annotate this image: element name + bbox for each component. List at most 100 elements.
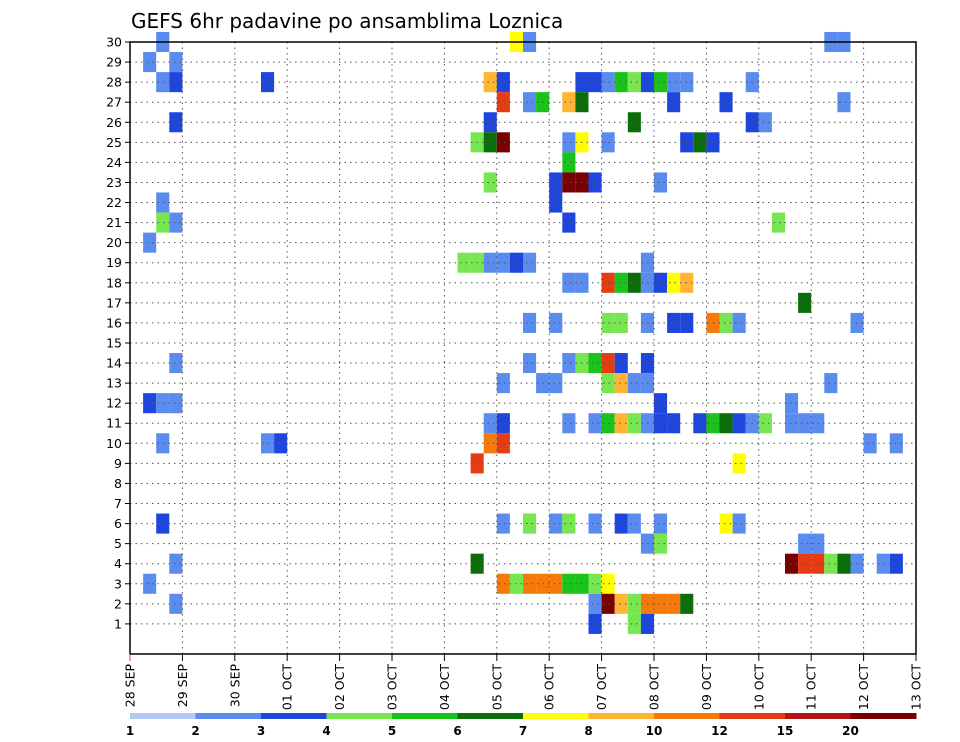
heatmap-cell xyxy=(483,433,497,454)
heatmap-cell xyxy=(549,172,563,193)
heatmap-cell xyxy=(549,192,563,213)
colorbar-label: 20 xyxy=(842,724,859,738)
heatmap-cell xyxy=(667,312,681,333)
heatmap-cell xyxy=(614,312,628,333)
heatmap-cell xyxy=(562,272,576,293)
heatmap-cell xyxy=(771,212,785,233)
heatmap-cell xyxy=(601,132,615,153)
heatmap-cell xyxy=(588,593,602,614)
heatmap-cell xyxy=(156,72,170,93)
heatmap-cell xyxy=(627,72,641,93)
colorbar-swatch xyxy=(130,713,196,719)
heatmap-cell xyxy=(143,393,157,414)
plot-frame xyxy=(129,41,917,655)
y-tick-label: 19 xyxy=(106,255,122,270)
y-tick-label: 3 xyxy=(114,576,122,591)
heatmap-cell xyxy=(732,413,746,434)
heatmap-cell xyxy=(758,413,772,434)
x-tick-label: 07 OCT xyxy=(594,664,609,710)
colorbar-label: 10 xyxy=(646,724,663,738)
x-tick-label: 10 OCT xyxy=(751,664,766,710)
heatmap-cell xyxy=(758,112,772,133)
heatmap-cell xyxy=(169,353,183,374)
y-tick-label: 10 xyxy=(106,436,122,451)
heatmap-cell xyxy=(496,252,510,273)
y-tick-label: 2 xyxy=(114,596,122,611)
colorbar-swatch xyxy=(523,713,589,719)
heatmap-cell xyxy=(654,413,668,434)
heatmap-cell xyxy=(523,573,537,594)
heatmap-cell xyxy=(719,312,733,333)
heatmap-cell xyxy=(601,72,615,93)
colorbar-label: 15 xyxy=(777,724,794,738)
heatmap-cell xyxy=(588,172,602,193)
x-tick-label: 04 OCT xyxy=(437,664,452,710)
x-tick-label: 05 OCT xyxy=(489,664,504,710)
heatmap-cell xyxy=(169,72,183,93)
heatmap-cell xyxy=(824,553,838,574)
y-tick-label: 6 xyxy=(114,516,122,531)
heatmap-cell xyxy=(496,433,510,454)
heatmap-cell xyxy=(483,413,497,434)
heatmap-cell xyxy=(627,112,641,133)
heatmap-cell xyxy=(667,72,681,93)
colorbar-swatch xyxy=(850,713,917,719)
heatmap-cell xyxy=(627,613,641,634)
heatmap-cell xyxy=(798,553,812,574)
heatmap-cell xyxy=(667,92,681,113)
heatmap-cell xyxy=(156,513,170,534)
heatmap-cell xyxy=(562,413,576,434)
heatmap-cell xyxy=(627,593,641,614)
heatmap-cell xyxy=(824,373,838,394)
colorbar-label: 12 xyxy=(711,724,728,738)
colorbar-swatch xyxy=(326,713,393,719)
heatmap-cell xyxy=(588,72,602,93)
colorbar-swatch xyxy=(719,713,786,719)
colorbar-swatch xyxy=(588,713,655,719)
heatmap-cell xyxy=(614,413,628,434)
y-axis: 1234567891011121314151617181920212223242… xyxy=(106,35,130,631)
heatmap-cell xyxy=(614,373,628,394)
heatmap-cell xyxy=(719,92,733,113)
colorbar-label: 8 xyxy=(584,724,592,738)
heatmap-cell xyxy=(654,393,668,414)
heatmap-cell xyxy=(549,573,563,594)
heatmap-cell xyxy=(169,593,183,614)
x-axis: 28 SEP 29 SEP 30 SEP 01 OCT 02 OCT 03 OCT 04 O… xyxy=(123,654,924,710)
heatmap-cell xyxy=(601,353,615,374)
heatmap-cell xyxy=(614,72,628,93)
heatmap-cell xyxy=(614,513,628,534)
heatmap-cell xyxy=(667,272,681,293)
y-tick-label: 20 xyxy=(106,235,122,250)
heatmap-cell xyxy=(785,393,799,414)
heatmap-cell xyxy=(496,373,510,394)
heatmap-cell xyxy=(483,112,497,133)
heatmap-cell xyxy=(693,413,707,434)
y-tick-label: 27 xyxy=(106,95,122,110)
heatmap-cell xyxy=(601,593,615,614)
heatmap-cell xyxy=(523,353,537,374)
chart-title: GEFS 6hr padavine po ansamblima Loznica xyxy=(131,9,563,33)
heatmap-cell xyxy=(614,353,628,374)
y-tick-label: 17 xyxy=(106,295,122,310)
heatmap-cell xyxy=(614,272,628,293)
x-tick-label: 11 OCT xyxy=(804,664,819,710)
heatmap-cell xyxy=(496,413,510,434)
heatmap-cell xyxy=(156,393,170,414)
heatmap-cell xyxy=(798,413,812,434)
y-tick-label: 28 xyxy=(106,75,122,90)
heatmap-cell xyxy=(549,312,563,333)
heatmap-cell xyxy=(483,172,497,193)
y-tick-label: 9 xyxy=(114,456,122,471)
heatmap-cell xyxy=(523,92,537,113)
x-tick-label: 13 OCT xyxy=(909,664,924,710)
x-tick-label: 12 OCT xyxy=(856,664,871,710)
y-tick-label: 5 xyxy=(114,536,122,551)
heatmap-cell xyxy=(549,373,563,394)
heatmap-cell xyxy=(863,433,877,454)
heatmap-cell xyxy=(169,212,183,233)
heatmap-cell xyxy=(588,353,602,374)
y-tick-label: 8 xyxy=(114,476,122,491)
colorbar-swatch xyxy=(195,713,262,719)
